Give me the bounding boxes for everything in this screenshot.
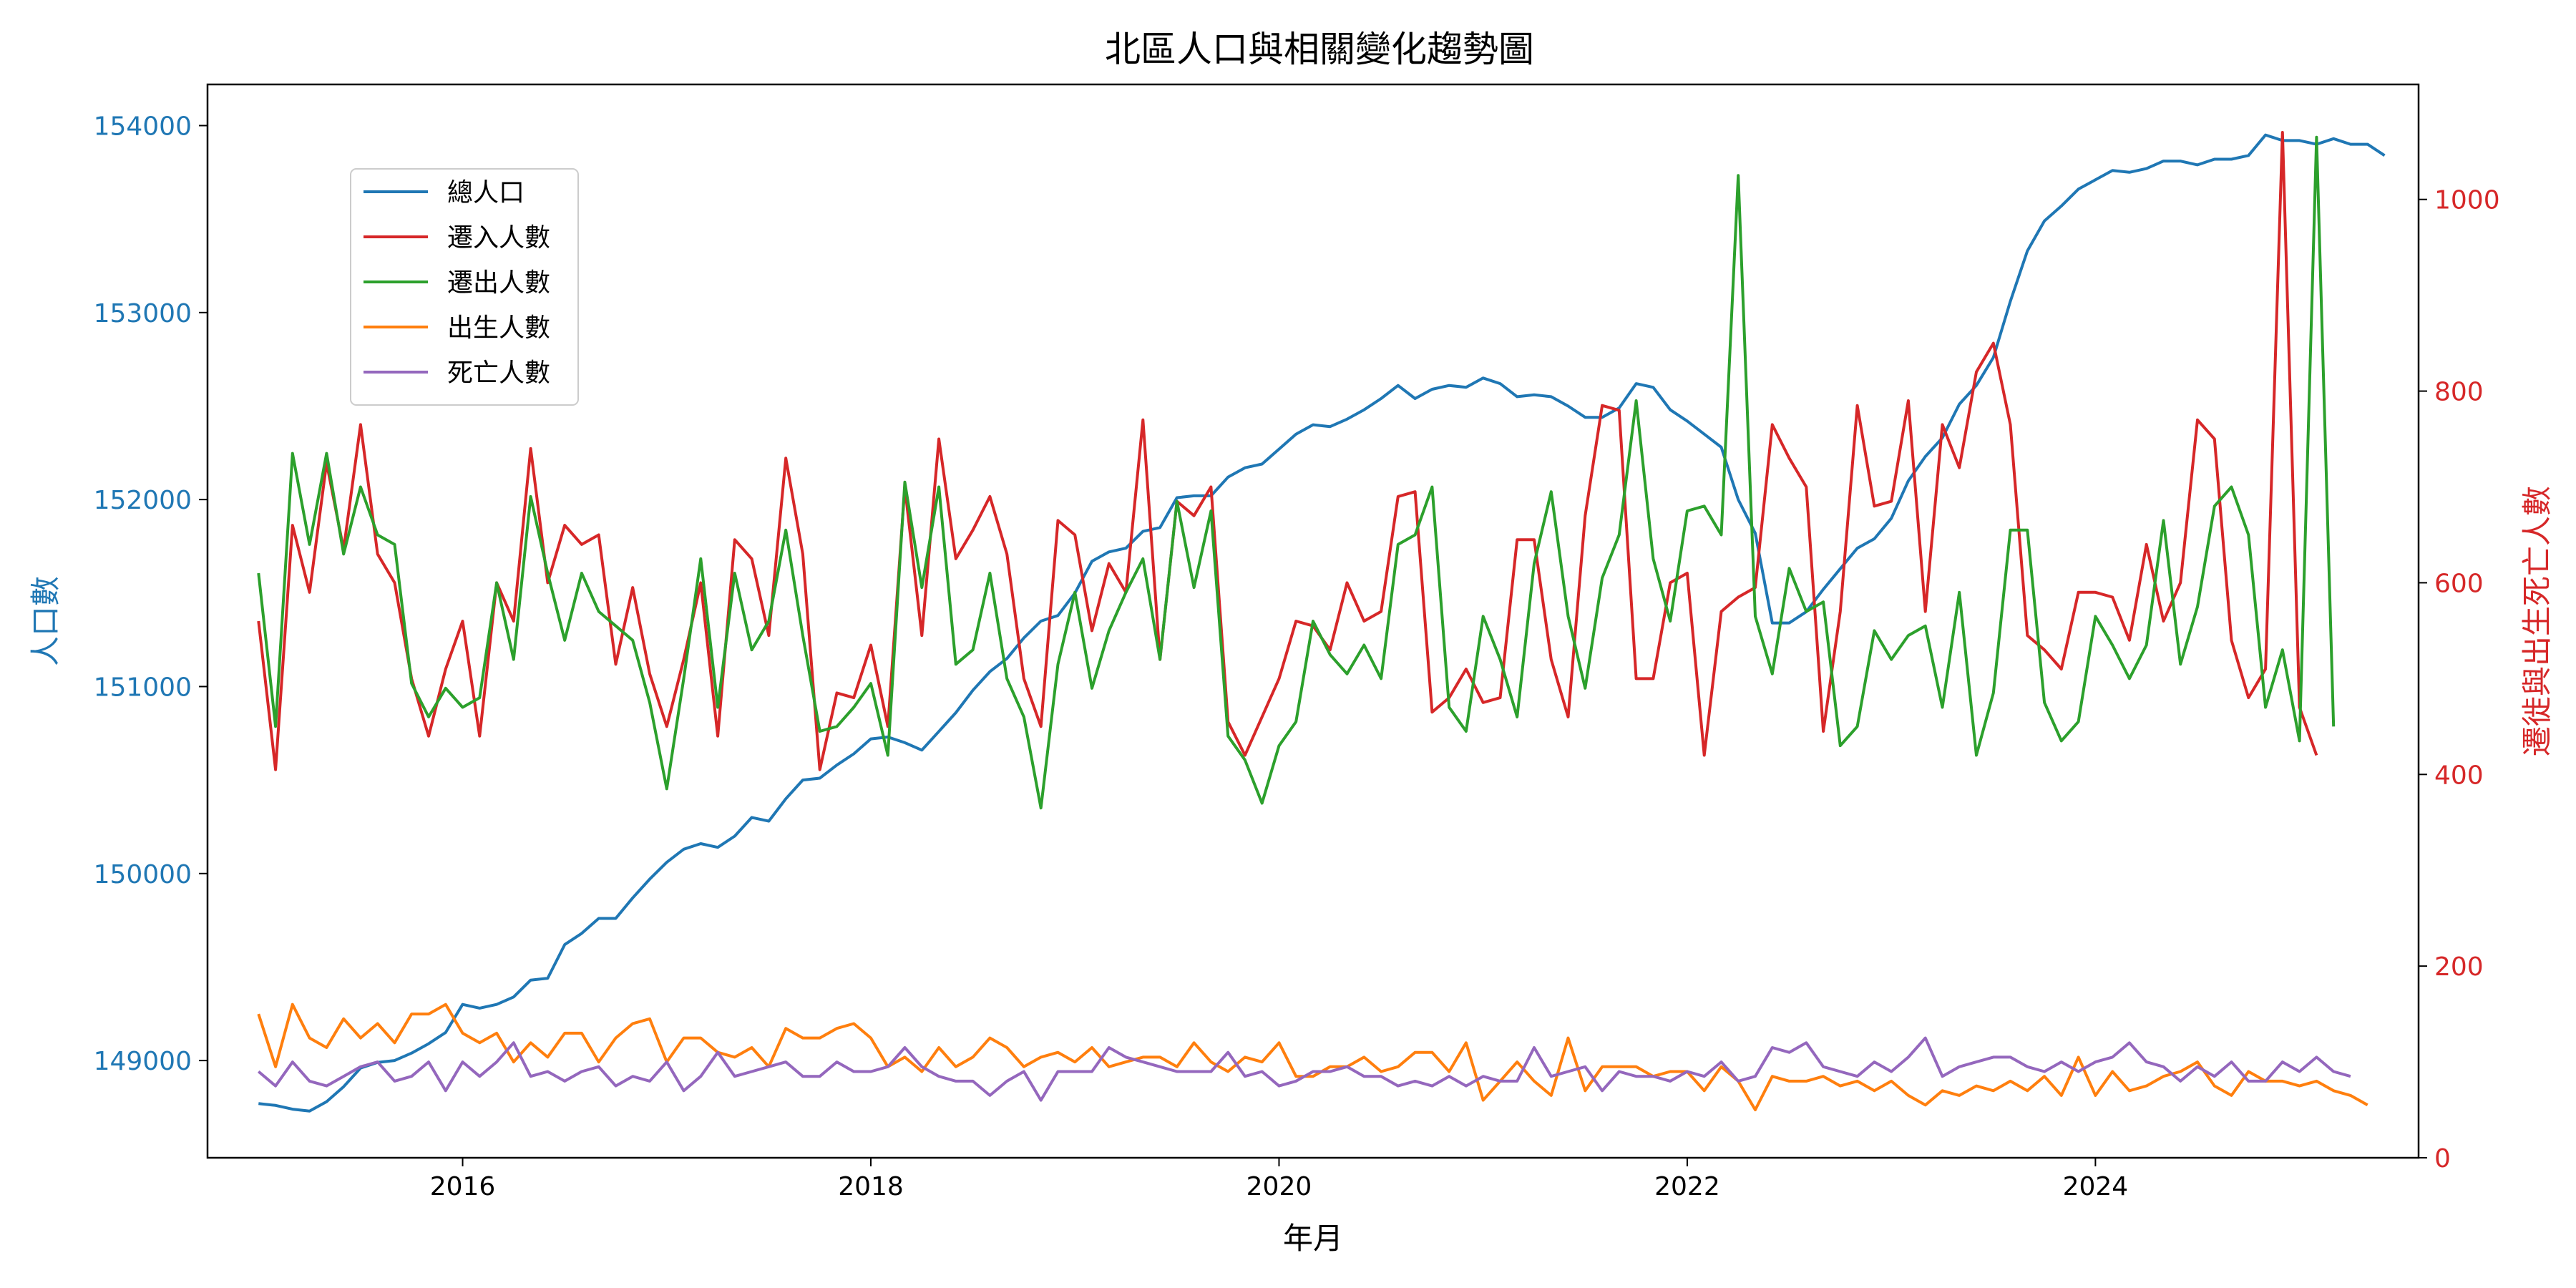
legend-entry: 遷出人數	[447, 268, 550, 298]
right-y-tick-label: 800	[2434, 378, 2484, 407]
left-y-tick-label: 153000	[94, 299, 192, 328]
legend-entry: 總人口	[447, 178, 525, 208]
series-line-1	[257, 131, 2318, 771]
series-line-0	[258, 133, 2386, 1113]
right-y-tick-label: 600	[2434, 569, 2484, 598]
left-y-axis-label: 人口數	[28, 576, 63, 666]
x-tick-label: 2022	[1654, 1172, 1720, 1201]
chart-title: 北區人口與相關變化趨勢圖	[1105, 29, 1534, 70]
left-y-tick-label: 150000	[94, 860, 192, 889]
right-y-axis-ticks: 0 200 400 600 800 1000	[2419, 186, 2500, 1174]
right-y-tick-label: 400	[2434, 761, 2484, 790]
right-y-tick-label: 0	[2434, 1144, 2451, 1174]
right-y-tick-label: 1000	[2434, 186, 2500, 215]
series-line-4	[258, 1036, 2351, 1102]
legend-box	[350, 168, 579, 406]
left-y-tick-label: 152000	[94, 486, 192, 515]
right-y-axis-label: 遷徙與出生死亡人數	[2519, 486, 2555, 756]
series-line-3	[257, 1002, 2368, 1111]
x-tick-label: 2018	[838, 1172, 904, 1201]
x-tick-label: 2020	[1246, 1172, 1312, 1201]
right-y-tick-label: 200	[2434, 952, 2484, 982]
x-axis-ticks: 2016 2018 2020 2022 2024	[430, 1158, 2128, 1201]
plot-frame	[206, 83, 2420, 1159]
x-axis-label: 年月	[1283, 1221, 1343, 1256]
legend-entry: 出生人數	[447, 313, 550, 343]
legend-entry: 死亡人數	[447, 358, 550, 388]
series-line-2	[257, 135, 2336, 810]
x-tick-label: 2024	[2063, 1172, 2129, 1201]
x-tick-label: 2016	[430, 1172, 496, 1201]
left-y-axis-ticks: 149000 150000 151000 152000 153000 154000	[94, 112, 208, 1076]
left-y-tick-label: 154000	[94, 112, 192, 141]
left-y-tick-label: 151000	[94, 673, 192, 702]
left-y-tick-label: 149000	[94, 1047, 192, 1076]
legend-entry: 遷入人數	[447, 223, 550, 253]
plot-series	[257, 131, 2386, 1113]
